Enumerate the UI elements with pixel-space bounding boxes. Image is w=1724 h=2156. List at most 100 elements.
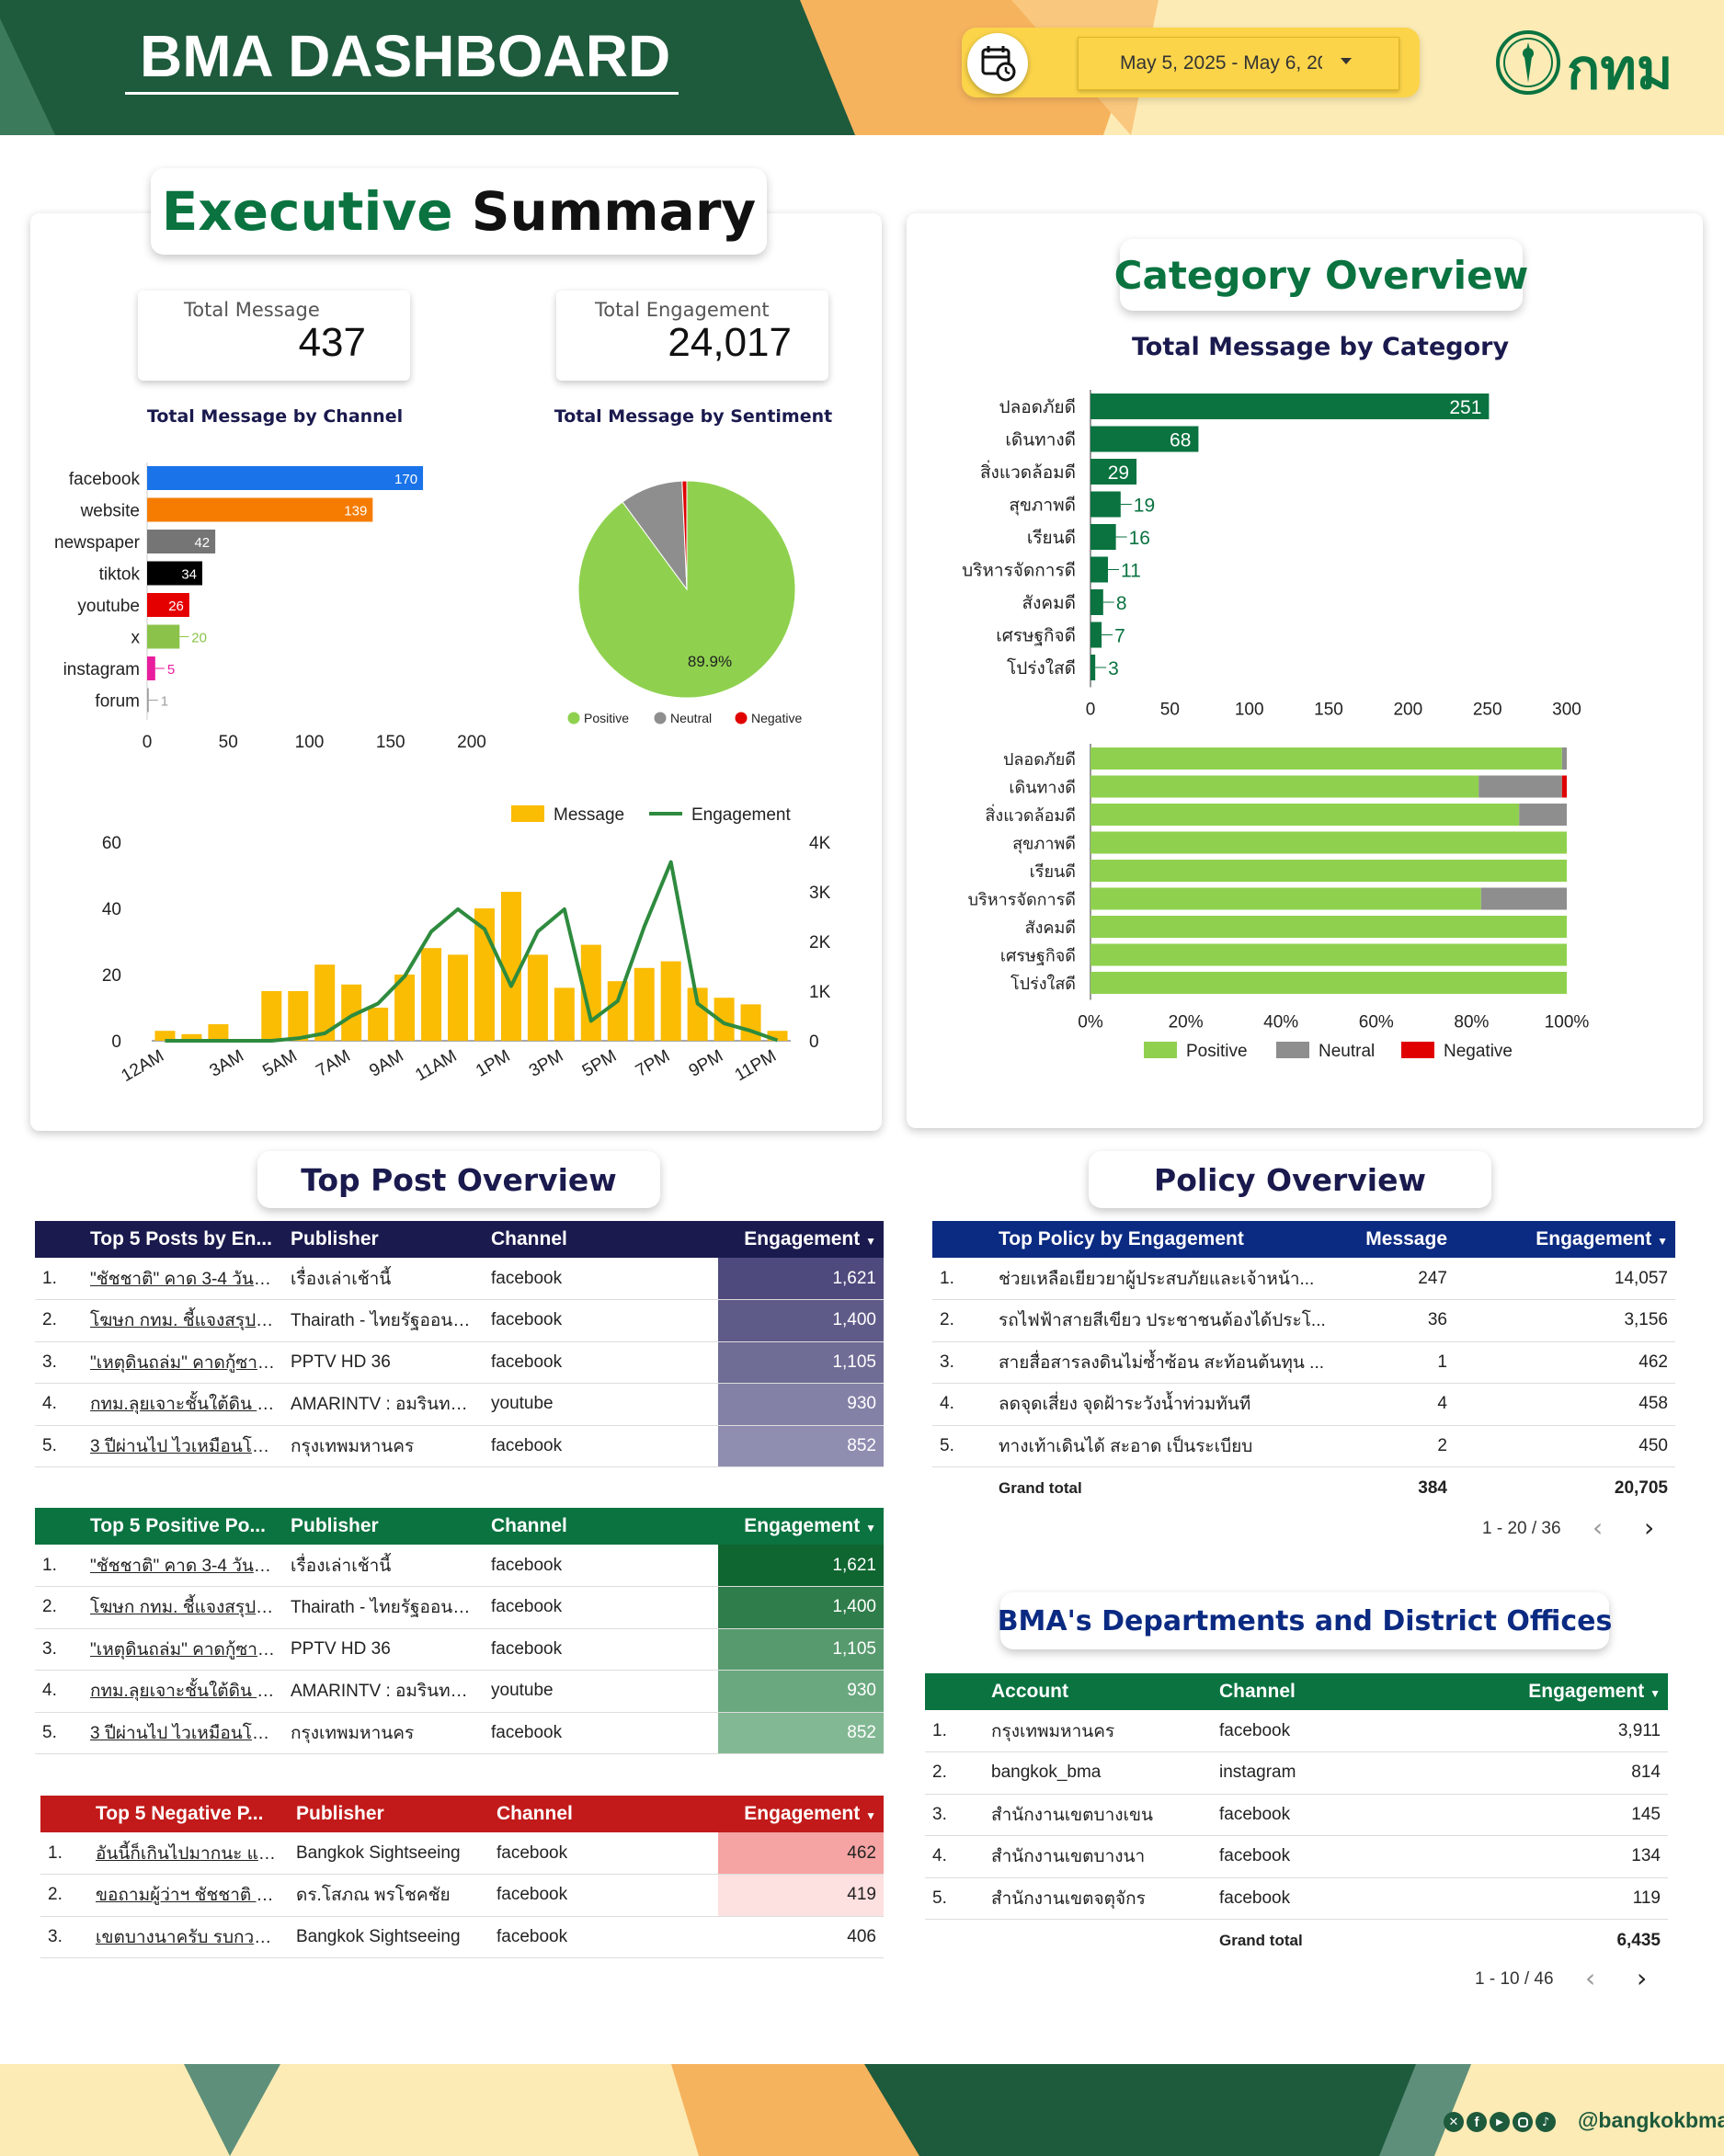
publisher-cell: AMARINTV : อมรินทร์ทีวี — [283, 1670, 484, 1713]
header-post[interactable]: Top 5 Negative P... — [96, 1803, 264, 1824]
header-channel[interactable]: Channel — [491, 1515, 567, 1536]
header-engagement-sort[interactable]: Engagement ▼ — [744, 1515, 876, 1536]
channel-cell: facebook — [484, 1628, 718, 1671]
row-index: 1. — [932, 1258, 991, 1300]
chevron-left-icon[interactable]: ‹ — [1593, 1512, 1604, 1543]
table-header: Top Policy by Engagement Message Engagem… — [932, 1221, 1675, 1258]
post-link[interactable]: "เหตุดินถล่ม" คาดกู้ซากเสร็... — [83, 1628, 283, 1671]
header-engagement-sort[interactable]: Engagement ▼ — [1536, 1228, 1668, 1249]
post-link[interactable]: กทม.ลุยเจาะชั้นใต้ดิน SC... — [83, 1383, 283, 1426]
engagement-cell: 419 — [718, 1874, 884, 1917]
title-underline — [125, 92, 679, 95]
message-bar — [394, 975, 416, 1041]
table-row[interactable]: 3."เหตุดินถล่ม" คาดกู้ซากเสร็...PPTV HD … — [35, 1628, 884, 1671]
table-row[interactable]: 1."ชัชชาติ" คาด 3-4 วัน เคลียร์...เรื่อง… — [35, 1545, 884, 1587]
channel-chart-title: Total Message by Channel — [146, 406, 404, 427]
legend-label: Neutral — [670, 711, 712, 725]
header-engagement-sort[interactable]: Engagement ▼ — [1528, 1681, 1661, 1702]
tiktok-icon[interactable]: ♪ — [1536, 2112, 1556, 2132]
header-publisher[interactable]: Publisher — [291, 1228, 379, 1249]
date-range-dropdown[interactable]: May 5, 2025 - May 6, 2025 — [1078, 37, 1399, 90]
post-link[interactable]: 3 ปีผ่านไป ไวเหมือนโกห... — [83, 1712, 283, 1754]
header-engagement-sort[interactable]: Engagement ▼ — [744, 1803, 876, 1824]
header-account[interactable]: Account — [991, 1681, 1068, 1702]
row-index: 3. — [35, 1341, 83, 1384]
table-row[interactable]: 2. โฆษก กทม. ชี้แจงสรุปการ... Thairath - ไ… — [35, 1586, 884, 1629]
table-row[interactable]: 3. สำนักงานเขตบางเขน facebook 145 — [925, 1794, 1668, 1836]
post-link[interactable]: 3 ปีผ่านไป ไวเหมือนโกห... — [83, 1425, 283, 1467]
data-label: 5 — [167, 662, 175, 678]
table-row[interactable]: 4. สำนักงานเขตบางนา facebook 134 — [925, 1835, 1668, 1878]
chevron-right-icon[interactable]: › — [1637, 1963, 1648, 1993]
header-engagement-sort[interactable]: Engagement ▼ — [744, 1228, 876, 1249]
facebook-icon[interactable]: f — [1467, 2112, 1487, 2132]
post-link[interactable]: "ชัชชาติ" คาด 3-4 วัน เคลียร์... — [83, 1545, 283, 1587]
post-link[interactable]: อันนี้ก็เกินไปมากนะ แยกค... — [88, 1832, 289, 1875]
table-row[interactable]: 2. รถไฟฟ้าสายสีเขียว ประชาชนต้องได้ประโ..… — [932, 1299, 1675, 1342]
message-bar — [368, 1008, 389, 1041]
post-link[interactable]: โฆษก กทม. ชี้แจงสรุปการ... — [83, 1586, 283, 1629]
header-message[interactable]: Message — [1365, 1228, 1447, 1249]
category-label: สิ่งแวดล้อมดี — [985, 804, 1076, 825]
table-row[interactable]: 2. โฆษก กทม. ชี้แจงสรุปการ... Thairath - ไ… — [35, 1299, 884, 1342]
table-row[interactable]: 1. ช่วยเหลือเยียวยาผู้ประสบภัยและเจ้าหน้า… — [932, 1258, 1675, 1300]
row-index: 5. — [35, 1712, 83, 1754]
x-tick-label: 5PM — [579, 1046, 620, 1081]
instagram-icon[interactable] — [1513, 2112, 1533, 2132]
table-row[interactable]: 1."ชัชชาติ" คาด 3-4 วัน เคลียร์...เรื่อง… — [35, 1258, 884, 1300]
post-link[interactable]: กทม.ลุยเจาะชั้นใต้ดิน SC... — [83, 1670, 283, 1713]
calendar-icon[interactable] — [967, 33, 1028, 94]
row-index: 5. — [35, 1425, 83, 1467]
table-row[interactable]: 4. กทม.ลุยเจาะชั้นใต้ดิน SC... AMARINTV : … — [35, 1383, 884, 1426]
header-post[interactable]: Top 5 Posts by En... — [90, 1228, 272, 1249]
table-row[interactable]: 3.เขตบางนาครับ รบกวนล็อก...Bangkok Sight… — [40, 1916, 884, 1958]
header-channel[interactable]: Channel — [497, 1803, 573, 1824]
engagement-cell: 1,621 — [718, 1545, 884, 1587]
category-label: สุขภาพดี — [1012, 835, 1076, 854]
table-row[interactable]: 3. สายสื่อสารลงดินไม่ซ้ำซ้อน สะท้อนต้นทุน… — [932, 1341, 1675, 1384]
table-row[interactable]: 5. 3 ปีผ่านไป ไวเหมือนโกห... กรุงเทพมหานคร… — [35, 1712, 884, 1754]
row-index — [932, 1467, 991, 1510]
table-row[interactable]: 5. สำนักงานเขตจตุจักร facebook 119 — [925, 1877, 1668, 1920]
table-row[interactable]: 4. ลดจุดเสี่ยง จุดฝ้าระวังน้ำท่วมทันที 4 45… — [932, 1383, 1675, 1426]
table-row[interactable]: 4. กทม.ลุยเจาะชั้นใต้ดิน SC... AMARINTV : … — [35, 1670, 884, 1713]
tick-label: 150 — [1314, 701, 1343, 720]
channel-bar — [147, 656, 155, 680]
post-link[interactable]: เขตบางนาครับ รบกวนล็อก... — [88, 1916, 289, 1958]
engagement-cell: 1,621 — [718, 1258, 884, 1300]
post-link[interactable]: "ชัชชาติ" คาด 3-4 วัน เคลียร์... — [83, 1258, 283, 1300]
table-row[interactable]: 2. bangkok_bma instagram 814 — [925, 1751, 1668, 1795]
category-label: tiktok — [99, 565, 141, 585]
channel-cell: facebook — [484, 1545, 718, 1587]
post-link[interactable]: ขอถามผู้ว่าฯ ชัชชาติ ยุคดัง... — [88, 1874, 289, 1917]
grand-total-row: Grand total 384 20,705 — [932, 1467, 1675, 1510]
header-channel[interactable]: Channel — [491, 1228, 567, 1249]
engagement-cell: 852 — [718, 1712, 884, 1754]
header-publisher[interactable]: Publisher — [291, 1515, 379, 1536]
chevron-left-icon[interactable]: ‹ — [1585, 1963, 1596, 1993]
policy-cell: ช่วยเหลือเยียวยาผู้ประสบภัยและเจ้าหน้า..… — [991, 1258, 1346, 1300]
engagement-line — [165, 860, 779, 1043]
policy-table: Top Policy by Engagement Message Engagem… — [932, 1221, 1675, 1509]
channel-cell: facebook — [489, 1832, 718, 1875]
post-link[interactable]: โฆษก กทม. ชี้แจงสรุปการ... — [83, 1299, 283, 1342]
table-row[interactable]: 2.ขอถามผู้ว่าฯ ชัชชาติ ยุคดัง...ดร.โสภณ … — [40, 1874, 884, 1917]
youtube-icon[interactable]: ▶ — [1490, 2112, 1510, 2132]
post-link[interactable]: "เหตุดินถล่ม" คาดกู้ซากเสร็... — [83, 1341, 283, 1384]
table-row[interactable]: 1. อันนี้ก็เกินไปมากนะ แยกค... Bangkok Sig… — [40, 1832, 884, 1875]
table-row[interactable]: 5. 3 ปีผ่านไป ไวเหมือนโกห... กรุงเทพมหานคร… — [35, 1425, 884, 1467]
chevron-right-icon[interactable]: › — [1644, 1512, 1655, 1543]
table-row[interactable]: 1. กรุงเทพมหานคร facebook 3,911 — [925, 1710, 1668, 1752]
legend-swatch — [1276, 1042, 1309, 1058]
data-label: 3 — [1108, 658, 1119, 679]
header-post[interactable]: Top 5 Positive Po... — [90, 1515, 266, 1536]
x-icon[interactable]: ✕ — [1444, 2112, 1464, 2132]
kpi-label: Total Message — [184, 299, 320, 321]
table-row[interactable]: 3."เหตุดินถล่ม" คาดกู้ซากเสร็...PPTV HD … — [35, 1341, 884, 1384]
category-label: เรียนดี — [1027, 528, 1076, 548]
header-policy[interactable]: Top Policy by Engagement — [999, 1228, 1244, 1249]
table-row[interactable]: 5. ทางเท้าเดินได้ สะอาด เป็นระเบียบ 2 450 — [932, 1425, 1675, 1467]
header-publisher[interactable]: Publisher — [296, 1803, 384, 1824]
message-bar — [208, 1024, 229, 1041]
header-channel[interactable]: Channel — [1219, 1681, 1296, 1702]
